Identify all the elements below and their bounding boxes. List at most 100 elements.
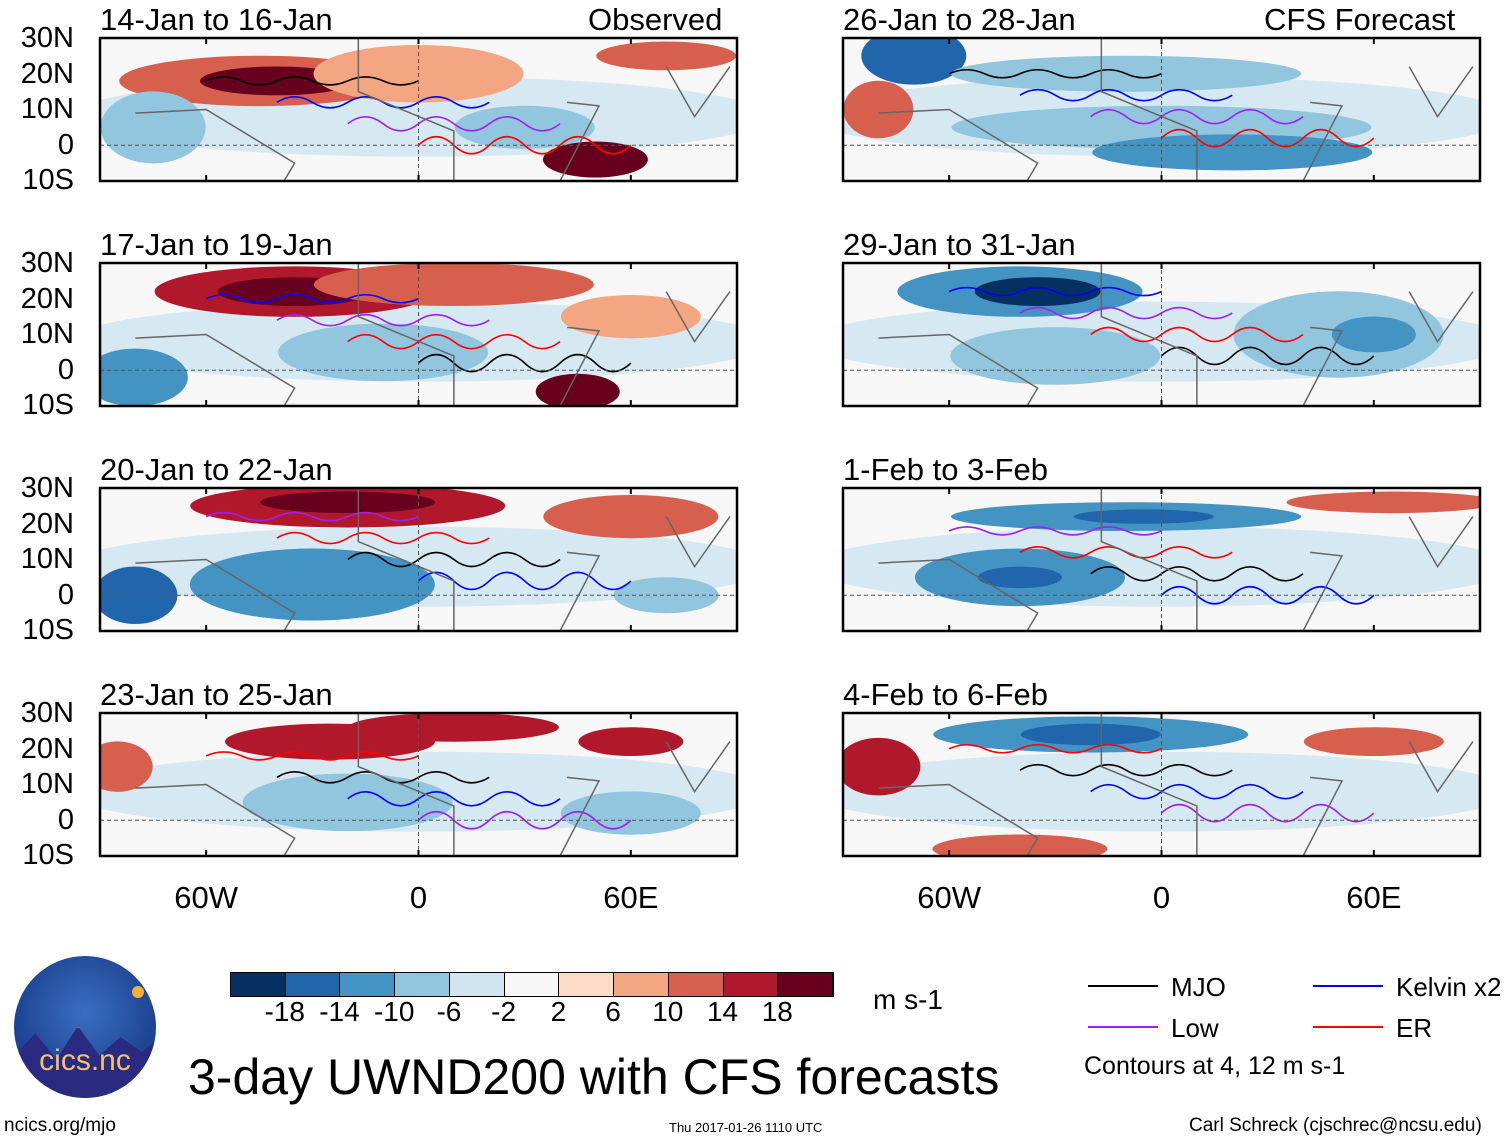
lat-tick-label: 10N xyxy=(20,93,74,125)
colorbar-swatch xyxy=(285,973,341,996)
coastline xyxy=(878,713,1474,856)
coastline xyxy=(878,38,1474,181)
colorbar-swatch xyxy=(504,973,560,996)
lat-tick-label: 0 xyxy=(57,803,74,836)
wind-anomaly-region xyxy=(843,80,914,139)
panel-title: 23-Jan to 25-Jan xyxy=(100,677,333,712)
legend-line-mjo xyxy=(1088,985,1158,987)
wind-anomaly-region xyxy=(100,91,206,164)
colorbar-swatch xyxy=(449,973,505,996)
contour-line xyxy=(347,791,561,807)
wind-anomaly-region xyxy=(278,323,489,382)
wind-anomaly-region xyxy=(454,105,595,149)
coastline xyxy=(135,263,731,406)
wind-anomaly-region xyxy=(977,566,1062,589)
wind-anomaly-region xyxy=(189,548,435,621)
lon-tick-label: 0 xyxy=(409,880,428,915)
wind-anomaly-region xyxy=(1331,316,1416,353)
lat-tick-label: 30N xyxy=(20,472,74,504)
colorbar-swatch xyxy=(395,973,450,996)
wind-anomaly-region xyxy=(100,741,153,792)
chart-title: 3-day UWND200 with CFS forecasts xyxy=(188,1049,1000,1105)
panel-title: 20-Jan to 22-Jan xyxy=(100,452,333,487)
lat-tick-label: 10S xyxy=(22,839,74,871)
lat-tick-label: 0 xyxy=(57,578,74,611)
lon-tick-label: 0 xyxy=(1152,880,1171,915)
map-panel xyxy=(841,486,1482,633)
wind-anomaly-region xyxy=(348,713,559,742)
wind-anomaly-region xyxy=(843,737,921,796)
contour-line xyxy=(347,333,561,350)
map-panel xyxy=(841,261,1482,408)
map-panel xyxy=(98,261,739,408)
author: Carl Schreck (cjschrec@ncsu.edu) xyxy=(1189,1115,1482,1136)
lat-tick-label: 10N xyxy=(20,543,74,575)
wind-anomaly-region xyxy=(543,495,719,539)
panel-title: 1-Feb to 3-Feb xyxy=(843,452,1049,487)
contour-line xyxy=(276,531,490,545)
colorbar-swatch xyxy=(778,973,834,996)
contour-line xyxy=(1090,326,1304,343)
contour-line xyxy=(1019,763,1233,777)
contour-line xyxy=(205,76,419,86)
wind-anomaly-region xyxy=(560,295,701,339)
coastline xyxy=(135,488,731,631)
observed-label: Observed xyxy=(588,2,723,37)
lat-tick-label: 0 xyxy=(57,353,74,386)
legend-label: MJO xyxy=(1171,972,1226,1002)
contour-line xyxy=(1019,306,1233,320)
wind-anomaly-region xyxy=(260,491,436,514)
contour-line xyxy=(276,313,490,327)
map-panel xyxy=(841,711,1482,858)
contour-line xyxy=(1090,566,1304,582)
contour-line xyxy=(948,286,1162,297)
cfs-forecast-label: CFS Forecast xyxy=(1264,2,1456,37)
lat-tick-label: 10S xyxy=(22,389,74,421)
coastline xyxy=(878,263,1474,406)
colorbar-swatch xyxy=(340,973,396,996)
legend-line-er xyxy=(1313,1026,1383,1028)
contour-line xyxy=(1019,88,1233,102)
colorbar-tick-label: -10 xyxy=(373,996,415,1027)
url-label: ncics.org/mjo xyxy=(4,1115,116,1136)
wind-anomaly-region xyxy=(242,773,453,832)
panel-title: 17-Jan to 19-Jan xyxy=(100,227,333,262)
colorbar-tick-label: 6 xyxy=(605,996,621,1027)
colorbar-swatch xyxy=(231,973,286,996)
logo-text: cics.nc xyxy=(39,1044,131,1077)
contour-line xyxy=(205,511,419,522)
lat-tick-label: 30N xyxy=(20,247,74,279)
wind-anomaly-region xyxy=(1303,727,1444,756)
lon-tick-label: 60W xyxy=(174,880,239,915)
colorbar-tick-label: -18 xyxy=(264,996,305,1027)
colorbar-tick-label: -2 xyxy=(491,996,517,1027)
colorbar-tick-label: 10 xyxy=(652,996,684,1027)
lat-tick-label: 20N xyxy=(20,57,74,90)
lon-tick-label: 60W xyxy=(917,880,982,915)
wind-anomaly-region xyxy=(535,373,620,406)
wind-anomaly-region xyxy=(974,277,1101,306)
wind-anomaly-region xyxy=(578,727,684,756)
coastline xyxy=(135,38,731,181)
legend-label: Low xyxy=(1171,1013,1219,1043)
contour-line xyxy=(205,751,419,761)
panel-title: 14-Jan to 16-Jan xyxy=(100,2,333,37)
lat-tick-label: 30N xyxy=(20,697,74,729)
lat-tick-label: 10N xyxy=(20,768,74,800)
contour-line xyxy=(347,116,561,132)
wind-anomaly-region xyxy=(950,327,1161,385)
lon-tick-label: 60E xyxy=(1346,880,1402,915)
wind-anomaly-region xyxy=(932,834,1108,856)
contour-line xyxy=(205,293,419,304)
legend-line-low xyxy=(1088,1026,1158,1028)
colorbar-units: m s-1 xyxy=(873,984,943,1015)
colorbar-tick-label: 2 xyxy=(550,996,567,1027)
lat-tick-label: 20N xyxy=(20,507,74,540)
map-panel xyxy=(841,36,1482,183)
contour-line xyxy=(948,68,1162,79)
wind-anomaly-region xyxy=(613,577,719,614)
lat-tick-label: 10S xyxy=(22,164,74,196)
colorbar-tick-label: 18 xyxy=(761,996,793,1027)
wind-anomaly-region xyxy=(100,348,188,406)
